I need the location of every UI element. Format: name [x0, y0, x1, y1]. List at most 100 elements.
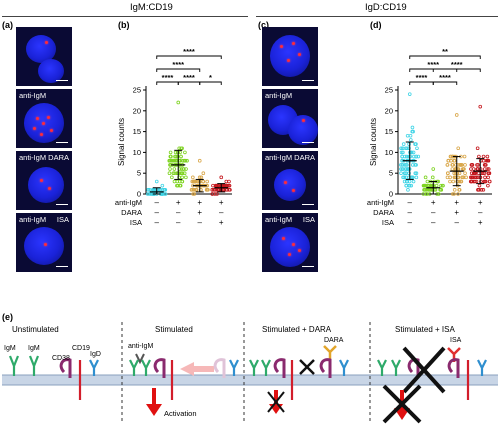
micrograph-label: anti-IgM [19, 215, 47, 224]
data-point [154, 179, 159, 184]
data-point [446, 158, 451, 163]
significance-label: **** [183, 47, 195, 56]
data-point [404, 154, 409, 159]
data-point [412, 154, 416, 159]
data-point [457, 188, 461, 192]
signal-dot [292, 189, 295, 192]
y-tick-label: 25 [133, 86, 141, 95]
scale-bar [302, 141, 314, 143]
signal-dot [302, 119, 305, 122]
data-point [436, 192, 441, 196]
condition-label: ISA [382, 218, 394, 227]
data-point [216, 183, 220, 188]
y-tick-label: 25 [385, 86, 393, 95]
condition-mark: – [219, 208, 224, 217]
micrograph-label: anti-IgM [265, 91, 293, 100]
signal-dot [288, 253, 291, 256]
condition-mark: – [478, 208, 483, 217]
data-point [405, 146, 409, 151]
label-cd38: CD38 [52, 355, 70, 362]
data-point [170, 158, 175, 163]
data-point [405, 179, 410, 184]
data-point [211, 183, 215, 188]
data-point [408, 133, 413, 138]
data-point [192, 192, 197, 196]
y-tick-label: 5 [137, 169, 141, 178]
cd38-receptor [153, 358, 166, 378]
condition-mark: – [431, 208, 436, 217]
igm-receptor [249, 359, 271, 376]
data-point [199, 175, 204, 180]
data-point [452, 188, 457, 192]
data-point [211, 188, 216, 192]
significance-label: * [209, 73, 212, 82]
data-point [403, 163, 407, 167]
data-point [425, 179, 430, 184]
data-point [452, 175, 457, 180]
data-point [426, 183, 431, 188]
data-point [421, 192, 426, 196]
data-point [414, 175, 419, 180]
data-point [469, 171, 474, 176]
significance-bracket [432, 81, 458, 85]
data-point [146, 188, 150, 192]
signal-dot [48, 187, 51, 190]
igm-receptor [8, 355, 20, 376]
y-tick-label: 15 [133, 127, 141, 136]
data-point [176, 100, 181, 105]
data-point [157, 188, 162, 192]
data-point [457, 179, 462, 184]
data-point [228, 188, 232, 192]
condition-mark: – [155, 208, 160, 217]
y-axis-label: Signal counts [117, 118, 126, 166]
data-point [477, 154, 481, 159]
condition-label: ISA [130, 218, 142, 227]
y-tick-label: 10 [385, 148, 393, 157]
scale-bar [302, 203, 314, 205]
igm-receptor [377, 359, 401, 376]
condition-label: anti-IgM [115, 198, 142, 207]
condition-mark: + [219, 218, 224, 227]
data-point [401, 175, 405, 180]
data-point [452, 171, 456, 176]
stage-title-dara: Stimulated + DARA [262, 325, 332, 334]
data-point [430, 175, 435, 180]
data-point [214, 183, 219, 188]
micrograph-label: DARA [294, 153, 315, 162]
data-point [471, 175, 475, 180]
data-point [405, 133, 410, 138]
significance-label: **** [416, 73, 428, 82]
data-point [162, 188, 167, 192]
blocked-x-icon [402, 346, 446, 394]
blocked-activation-icon [382, 384, 422, 424]
data-point [168, 167, 172, 171]
y-axis-label: Signal counts [369, 118, 378, 166]
data-point [402, 175, 407, 180]
data-point [455, 171, 460, 176]
data-point [425, 192, 429, 196]
condition-mark: + [197, 208, 202, 217]
data-point [185, 158, 189, 163]
data-point [407, 183, 412, 188]
data-point [483, 179, 488, 184]
signal-dot [45, 41, 48, 44]
data-point [204, 188, 209, 192]
condition-label: DARA [121, 208, 142, 217]
significance-label: ** [442, 47, 448, 56]
data-point [191, 192, 195, 196]
data-point [481, 158, 486, 163]
header-rule-left [2, 16, 248, 17]
data-point [180, 175, 184, 180]
scale-bar [56, 79, 68, 81]
label-activation: Activation [164, 409, 197, 418]
data-point [179, 167, 184, 171]
significance-bracket [156, 55, 222, 59]
data-point [406, 188, 410, 192]
data-point [452, 158, 456, 163]
data-point [434, 183, 439, 188]
data-point [172, 179, 177, 184]
blocked-activation-icon [267, 390, 285, 414]
data-point [399, 146, 403, 151]
data-point [174, 158, 178, 163]
cd38-receptor [59, 358, 72, 378]
